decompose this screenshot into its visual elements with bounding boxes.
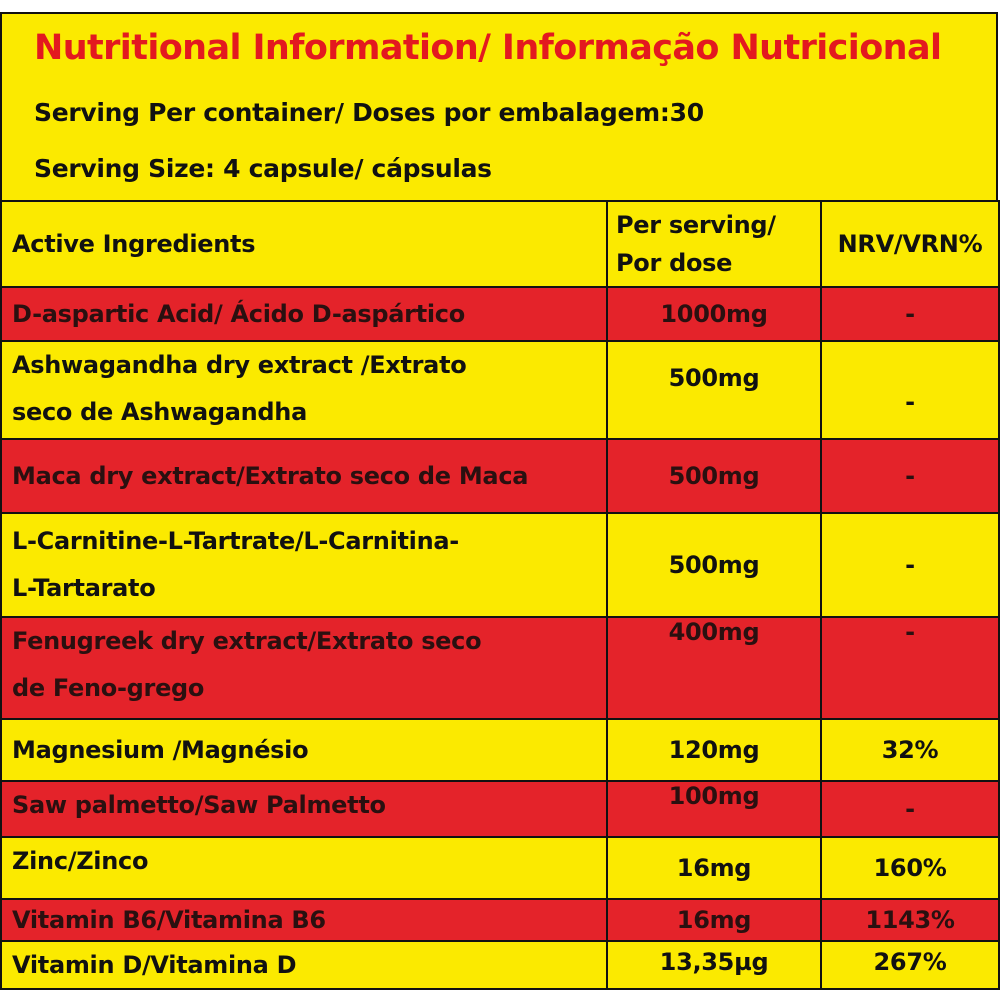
serving-size: Serving Size: 4 capsule/ cápsulas [34,154,492,183]
table-row: L-Carnitine-L-Tartrate/L-Carnitina- L-Tar… [0,512,1000,618]
ingredient-amount: 16mg [606,898,822,942]
ingredient-name-line2: seco de Ashwagandha [12,398,307,426]
ingredient-nrv: 267% [820,940,1000,990]
label-header: Nutritional Information/ Informação Nutr… [2,14,996,200]
ingredient-nrv: - [820,438,1000,514]
ingredient-nrv: 1143% [820,898,1000,942]
ingredient-nrv: - [820,512,1000,618]
column-header-per-serving: Per serving/Por dose [606,200,822,288]
table-header-row: Active Ingredients Per serving/Por dose … [0,200,1000,288]
ingredient-name: Magnesium /Magnésio [0,718,608,782]
ingredient-nrv: - [820,780,1000,838]
ingredient-amount: 500mg [606,438,822,514]
ingredient-amount: 500mg [606,340,822,440]
ingredient-name: Ashwagandha dry extract /Extrato seco de … [0,340,608,440]
table-row: Saw palmetto/Saw Palmetto 100mg - [0,780,1000,838]
per-serving-line2: Por dose [616,249,733,277]
ingredient-nrv: - [820,616,1000,720]
table-row: Vitamin D/Vitamina D 13,35µg 267% [0,940,1000,990]
ingredient-name: Saw palmetto/Saw Palmetto [0,780,608,838]
table-row: Fenugreek dry extract/Extrato seco de Fen… [0,616,1000,720]
ingredient-amount: 120mg [606,718,822,782]
servings-per-container: Serving Per container/ Doses por embalag… [34,98,704,127]
ingredient-nrv: 160% [820,836,1000,900]
ingredient-amount: 13,35µg [606,940,822,990]
ingredient-nrv: - [820,340,1000,440]
column-header-ingredient: Active Ingredients [0,200,608,288]
ingredient-name-line1: L-Carnitine-L-Tartrate/L-Carnitina- [12,527,459,555]
ingredient-amount: 400mg [606,616,822,720]
ingredient-name-line1: Fenugreek dry extract/Extrato seco [12,627,482,655]
ingredient-nrv: 32% [820,718,1000,782]
table-row: Magnesium /Magnésio 120mg 32% [0,718,1000,782]
ingredient-name: L-Carnitine-L-Tartrate/L-Carnitina- L-Tar… [0,512,608,618]
table-row: Zinc/Zinco 16mg 160% [0,836,1000,900]
ingredient-amount: 1000mg [606,286,822,342]
ingredient-name: D-aspartic Acid/ Ácido D-aspártico [0,286,608,342]
ingredient-name-line2: de Feno-grego [12,674,205,702]
label-title: Nutritional Information/ Informação Nutr… [34,28,942,68]
nutrition-label: Nutritional Information/ Informação Nutr… [0,12,1000,990]
column-header-nrv: NRV/VRN% [820,200,1000,288]
table-row: Maca dry extract/Extrato seco de Maca 50… [0,438,1000,514]
ingredient-name: Vitamin D/Vitamina D [0,940,608,990]
ingredients-table: Active Ingredients Per serving/Por dose … [0,200,1000,990]
ingredient-nrv: - [820,286,1000,342]
ingredient-name: Maca dry extract/Extrato seco de Maca [0,438,608,514]
ingredient-name-line2: L-Tartarato [12,574,156,602]
ingredient-name-line1: Ashwagandha dry extract /Extrato [12,351,467,379]
ingredient-name: Zinc/Zinco [0,836,608,900]
ingredient-amount: 500mg [606,512,822,618]
per-serving-line1: Per serving/ [616,211,776,239]
table-row: D-aspartic Acid/ Ácido D-aspártico 1000m… [0,286,1000,342]
ingredient-name: Vitamin B6/Vitamina B6 [0,898,608,942]
table-row: Vitamin B6/Vitamina B6 16mg 1143% [0,898,1000,942]
ingredient-amount: 16mg [606,836,822,900]
ingredient-amount: 100mg [606,780,822,838]
table-row: Ashwagandha dry extract /Extrato seco de … [0,340,1000,440]
ingredient-name: Fenugreek dry extract/Extrato seco de Fen… [0,616,608,720]
